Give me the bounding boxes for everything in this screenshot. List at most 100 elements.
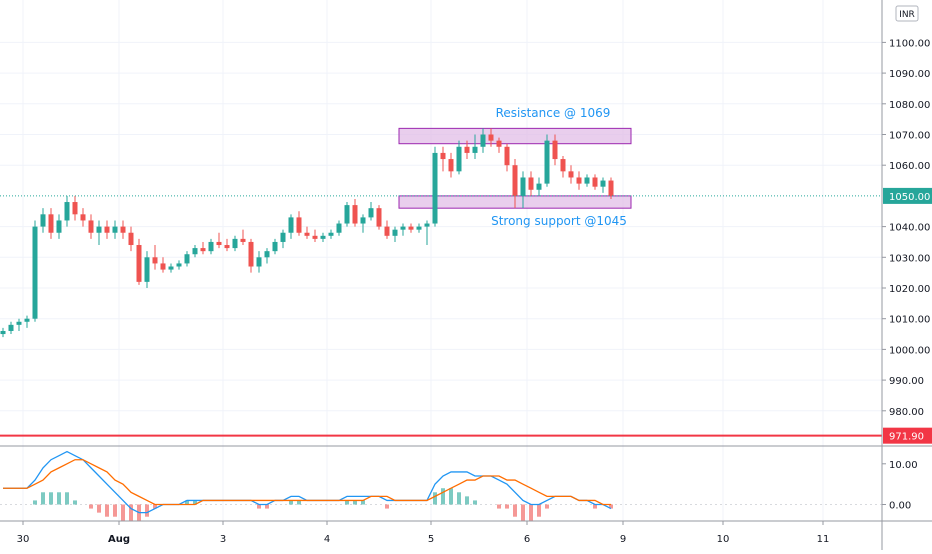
candle-body <box>568 171 574 178</box>
macd-histogram-bar <box>433 492 437 505</box>
candle-body <box>208 241 214 252</box>
candle-body <box>384 226 390 236</box>
macd-histogram-bar <box>505 504 509 509</box>
candle-body <box>48 214 54 233</box>
macd-histogram-bar <box>97 504 101 513</box>
macd-histogram-bar <box>345 500 349 505</box>
macd-histogram-bar <box>65 492 69 505</box>
level-label: 971.90 <box>889 432 924 443</box>
macd-histogram-bar <box>145 504 149 517</box>
macd-histogram-bar <box>457 492 461 505</box>
candle-body <box>40 214 46 227</box>
candle-body <box>336 223 342 233</box>
price-axis-label: 1100.00 <box>889 38 930 49</box>
candle-body <box>536 183 542 190</box>
candle-body <box>80 214 86 221</box>
time-axis-label: Aug <box>108 534 130 545</box>
candle-body <box>608 180 614 196</box>
macd-histogram-bar <box>537 504 541 517</box>
candle-body <box>288 217 294 233</box>
macd-histogram-bar <box>521 504 525 521</box>
candle-body <box>520 177 526 196</box>
macd-histogram-bar <box>33 500 37 505</box>
macd-histogram-bar <box>289 500 293 505</box>
macd-histogram-bar <box>385 504 389 509</box>
candle-body <box>408 226 414 230</box>
candle-body <box>192 248 198 255</box>
overlays: Resistance @ 1069 Strong support @1045 I… <box>491 5 919 228</box>
candle-body <box>160 263 166 270</box>
macd-histogram-bar <box>545 504 549 509</box>
macd-histogram-bar <box>193 500 197 505</box>
candles <box>0 128 882 437</box>
price-axis-label: 1010.00 <box>889 315 930 326</box>
candle-body <box>56 220 62 233</box>
macd-histogram-bar <box>465 496 469 505</box>
candle-body <box>232 238 238 249</box>
price-axis-label: 1080.00 <box>889 100 930 111</box>
candle-body <box>376 208 382 227</box>
candle-body <box>152 257 158 264</box>
candle-body <box>24 318 30 322</box>
candle-body <box>32 226 38 319</box>
candle-body <box>488 134 494 141</box>
candle-body <box>600 180 606 187</box>
macd-histogram-bar <box>113 504 117 517</box>
macd-histogram-bar <box>49 492 53 505</box>
candle-body <box>472 146 478 153</box>
candle-body <box>224 245 230 249</box>
macd-histogram-bar <box>449 488 453 505</box>
candle-body <box>416 226 422 230</box>
candle-body <box>400 226 406 230</box>
time-axis-label: 3 <box>220 534 226 545</box>
grid <box>0 0 882 520</box>
price-axis-label: 1060.00 <box>889 161 930 172</box>
candle-body <box>168 266 174 270</box>
macd-histogram-bar <box>609 504 613 509</box>
candle-body <box>128 232 134 246</box>
price-axis-label: 990.00 <box>889 376 924 387</box>
candle-body <box>264 251 270 258</box>
candle-body <box>104 226 110 233</box>
candle-body <box>352 205 358 224</box>
macd-histogram-bar <box>153 504 157 509</box>
macd-histogram-bar <box>353 500 357 505</box>
price-axis-label: 980.00 <box>889 407 924 418</box>
macd-histogram-bar <box>185 500 189 505</box>
candle-body <box>576 177 582 184</box>
price-axis-label: 1030.00 <box>889 253 930 264</box>
time-axis-label: 6 <box>524 534 530 545</box>
candle-body <box>552 140 558 160</box>
candle-body <box>176 263 182 267</box>
macd-histogram-bar <box>105 504 109 517</box>
candle-body <box>464 146 470 153</box>
macd-histogram-bar <box>529 504 533 521</box>
currency-badge[interactable]: INR <box>895 5 919 22</box>
last-price-tag <box>883 187 932 204</box>
macd-axis-label: 0.00 <box>889 501 911 512</box>
candle-body <box>360 217 366 224</box>
last-price-label: 1050.00 <box>889 192 930 203</box>
candle-body <box>280 232 286 242</box>
time-axis-label: 9 <box>620 534 626 545</box>
candle-body <box>144 257 150 282</box>
price-axis-label: 1070.00 <box>889 131 930 142</box>
candle-body <box>16 321 22 325</box>
macd-histogram-bar <box>473 500 477 505</box>
candle-body <box>256 257 262 267</box>
candle-body <box>504 146 510 166</box>
candle-body <box>272 241 278 252</box>
macd-pane <box>0 445 932 521</box>
candle-body <box>496 140 502 147</box>
candle-body <box>528 177 534 190</box>
candle-body <box>584 177 590 184</box>
macd-histogram-bar <box>41 492 45 505</box>
candle-body <box>440 152 446 160</box>
candle-body <box>72 202 78 215</box>
candle-body <box>312 235 318 239</box>
price-axis-label: 1040.00 <box>889 223 930 234</box>
macd-histogram-bar <box>441 488 445 505</box>
resistance-zone <box>398 127 632 145</box>
